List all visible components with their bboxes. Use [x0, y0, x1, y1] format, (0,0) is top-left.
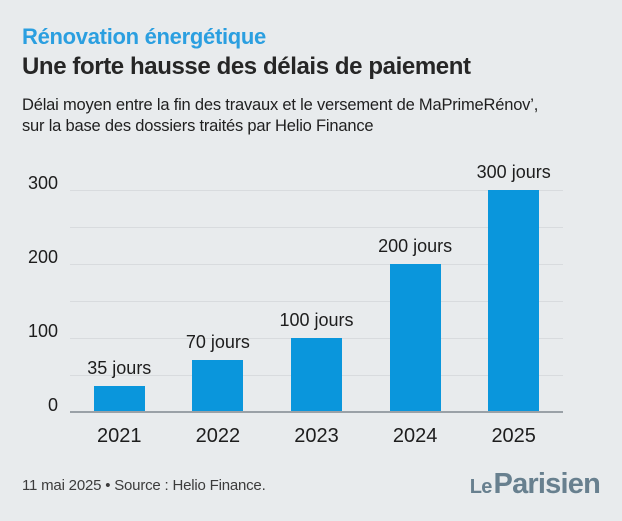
bar-2023 [291, 338, 342, 412]
bar-2022 [192, 360, 244, 412]
page-title: Une forte hausse des délais de paiement [22, 53, 471, 80]
gridline [70, 190, 563, 191]
x-axis-tick-label: 2025 [491, 425, 536, 447]
bar-2021 [93, 386, 145, 412]
bar-2025 [488, 190, 540, 412]
bar-value-label: 300 jours [476, 162, 551, 182]
y-axis-tick-label: 300 [27, 173, 58, 193]
y-axis-tick-label: 0 [47, 395, 58, 415]
bar-2024 [389, 264, 441, 412]
bar-value-label: 70 jours [185, 332, 250, 353]
bar-value-label: 35 jours [87, 358, 152, 379]
x-axis-tick-label: 2024 [392, 425, 438, 447]
x-axis-line [70, 411, 563, 413]
chart-subtitle: Délai moyen entre la fin des travaux et … [22, 96, 539, 135]
y-axis-tick-label: 200 [27, 247, 58, 267]
source-note: 11 mai 2025 • Source : Helio Finance. [22, 477, 266, 494]
gridline [70, 227, 563, 228]
logo-parisien: Parisien [493, 468, 601, 500]
bar-value-label: 100 jours [279, 310, 354, 330]
x-axis-tick-label: 2022 [195, 425, 241, 447]
kicker: Rénovation énergétique [22, 24, 266, 49]
logo-le: Le [469, 476, 493, 498]
x-axis-tick-label: 2023 [294, 425, 339, 447]
y-axis-tick-label: 100 [27, 321, 58, 341]
leparisien-logo: Le Parisien [469, 468, 601, 501]
bar-value-label: 200 jours [378, 236, 453, 256]
gridline [70, 301, 563, 302]
gridline [70, 264, 563, 265]
x-axis-tick-label: 2021 [97, 425, 142, 447]
